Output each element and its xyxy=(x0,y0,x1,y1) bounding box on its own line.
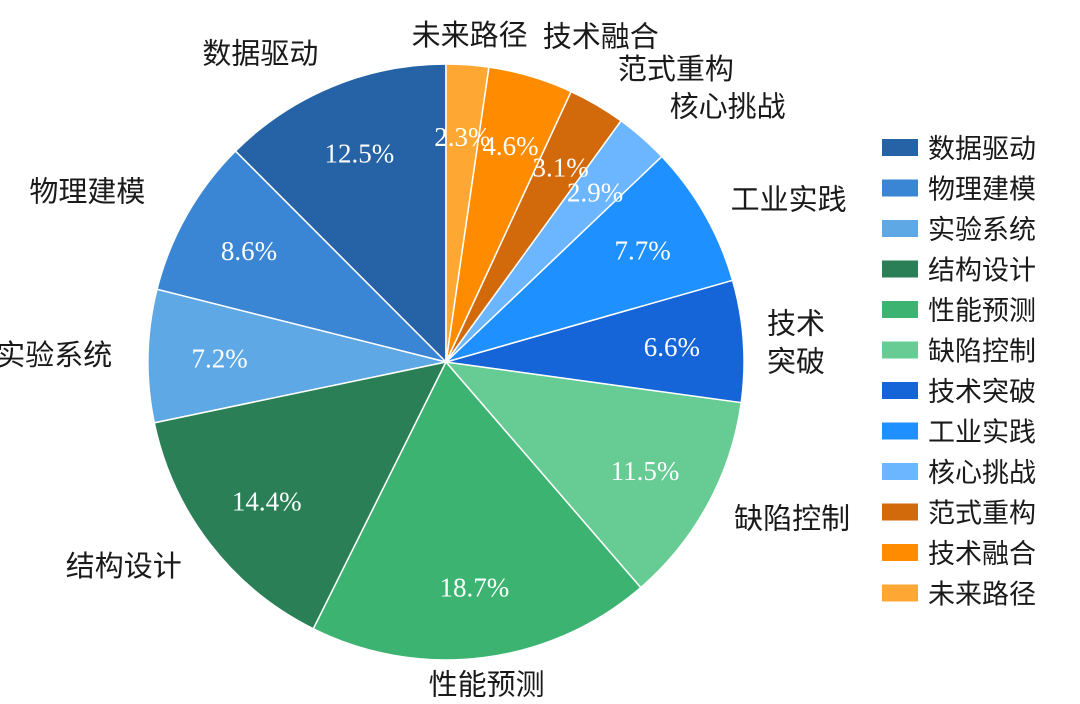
pie-slice xyxy=(445,155,734,363)
legend-swatch xyxy=(882,220,918,237)
slice-category-label: 性能预测 xyxy=(429,667,545,701)
pie-slice xyxy=(156,150,449,364)
slice-percent-label: 4.6% xyxy=(482,131,538,161)
pie-slice xyxy=(445,279,745,404)
slice-category-label: 实验系统 xyxy=(0,338,112,372)
slice-category-label: 范式重构 xyxy=(618,52,734,86)
slice-category-label: 数据驱动 xyxy=(202,37,318,71)
legend-swatch xyxy=(882,382,918,399)
legend-swatch xyxy=(882,260,918,278)
legend-entry-label: 核心挑战 xyxy=(928,458,1036,489)
legend-swatch xyxy=(882,341,918,359)
legend-entry-label: 范式重构 xyxy=(928,499,1036,530)
slice-category-label: 工业实践 xyxy=(731,182,847,216)
pie-slice xyxy=(445,63,490,363)
slice-percent-label: 2.3% xyxy=(434,122,490,152)
legend-entry-label: 结构设计 xyxy=(928,256,1036,287)
pie-slice xyxy=(147,288,447,424)
slice-category-label: 技术融合 xyxy=(543,19,659,53)
legend-swatch xyxy=(882,179,918,197)
slice-percent-label: 12.5% xyxy=(325,139,395,169)
legend-swatch xyxy=(882,301,918,318)
legend-swatch xyxy=(882,422,918,440)
slice-category-label: 核心挑战 xyxy=(670,89,786,123)
legend: 数据驱动物理建模实验系统结构设计性能预测缺陷控制技术突破工业实践核心挑战范式重构… xyxy=(882,134,1036,611)
slice-percent-label: 3.1% xyxy=(532,153,588,183)
legend-swatch xyxy=(882,503,918,521)
legend-swatch xyxy=(882,139,918,156)
legend-swatch xyxy=(882,463,918,480)
legend-entry-label: 数据驱动 xyxy=(928,134,1036,165)
legend-entry-label: 性能预测 xyxy=(928,296,1036,327)
pie-slice xyxy=(444,360,743,589)
pie-slice xyxy=(312,360,642,661)
slice-percent-label: 14.4% xyxy=(232,486,302,516)
slice-category-label: 结构设计 xyxy=(66,549,182,583)
legend-entry-label: 技术突破 xyxy=(928,377,1036,408)
slice-percent-label: 18.7% xyxy=(439,573,509,603)
pie-slice xyxy=(153,360,448,630)
slice-category-label: 缺陷控制 xyxy=(734,501,850,535)
slice-percent-label: 7.2% xyxy=(191,343,247,373)
pie-percent-labels: 12.5% 8.6% 7.2% 14.4% 18.7% 11.5% 6.6% 7.7% 2.9%… xyxy=(191,122,700,603)
slice-percent-label: 11.5% xyxy=(611,456,680,486)
legend-swatch xyxy=(882,544,918,561)
pie-slices xyxy=(147,63,745,661)
slice-percent-label: 6.6% xyxy=(644,332,700,362)
slice-percent-label: 7.7% xyxy=(614,236,670,266)
slice-percent-label: 8.6% xyxy=(221,236,277,266)
legend-entry-label: 实验系统 xyxy=(928,215,1036,246)
legend-swatch xyxy=(882,584,918,602)
pie-slice xyxy=(234,63,447,364)
legend-entry-label: 技术融合 xyxy=(928,539,1036,570)
slice-category-label: 技术突破 xyxy=(767,306,825,378)
slice-percent-label: 2.9% xyxy=(567,178,623,208)
legend-entry-label: 物理建模 xyxy=(928,175,1036,206)
legend-entry-label: 工业实践 xyxy=(928,418,1036,449)
legend-entry-label: 未来路径 xyxy=(928,580,1036,611)
legend-entry-label: 缺陷控制 xyxy=(928,337,1036,368)
slice-category-label: 物理建模 xyxy=(29,174,145,208)
slice-category-label: 未来路径 xyxy=(412,18,528,52)
